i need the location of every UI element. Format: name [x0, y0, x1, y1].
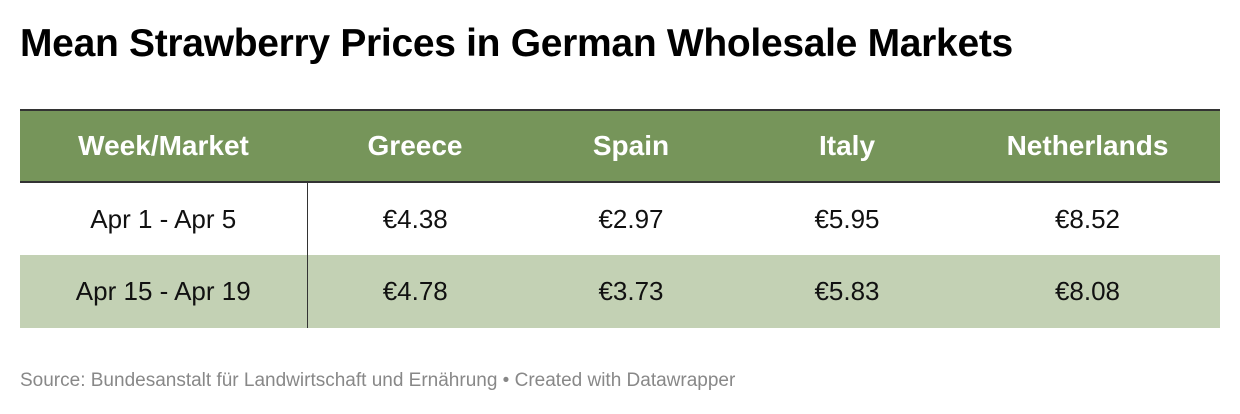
price-table: Week/Market Greece Spain Italy Netherlan…	[20, 109, 1220, 328]
column-header-week-market: Week/Market	[20, 109, 307, 183]
price-cell-netherlands: €8.08	[1054, 276, 1121, 306]
column-header-greece: Greece	[307, 109, 523, 183]
chart-title: Mean Strawberry Prices in German Wholesa…	[20, 22, 1013, 65]
price-cell-spain: €2.97	[598, 203, 664, 234]
price-cell-netherlands: €8.52	[1054, 203, 1121, 234]
table-row: Apr 1 - Apr 5 €4.38 €2.97 €5.95 €8.52	[20, 182, 1220, 255]
column-header-spain: Spain	[523, 109, 739, 183]
price-cell-greece: €4.38	[382, 203, 448, 234]
price-cell-greece: €4.78	[382, 276, 448, 306]
table-row: Apr 15 - Apr 19 €4.78 €3.73 €5.83 €8.08	[20, 255, 1220, 328]
source-note: Source: Bundesanstalt für Landwirtschaft…	[20, 370, 736, 391]
column-header-italy: Italy	[739, 109, 955, 183]
week-cell: Apr 1 - Apr 5	[20, 182, 308, 255]
price-cell-spain: €3.73	[598, 276, 664, 306]
column-header-netherlands: Netherlands	[955, 109, 1220, 183]
week-cell: Apr 15 - Apr 19	[20, 255, 308, 328]
price-cell-italy: €5.95	[814, 203, 880, 234]
header-row: Week/Market Greece Spain Italy Netherlan…	[20, 109, 1220, 183]
price-cell-italy: €5.83	[814, 276, 880, 306]
